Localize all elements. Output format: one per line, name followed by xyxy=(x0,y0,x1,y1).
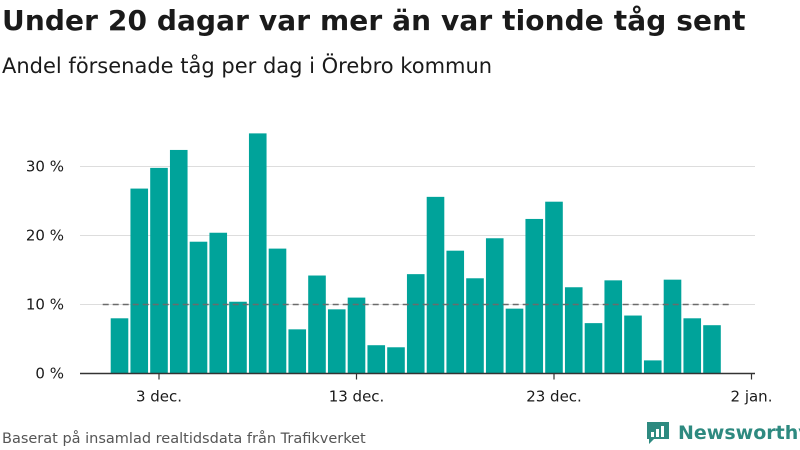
bar xyxy=(130,188,149,374)
brand-name: Newsworthy xyxy=(678,422,800,444)
bar xyxy=(584,323,603,374)
bar xyxy=(169,149,188,374)
bar-chart: 0 % 10 % 20 % 30 % 3 dec. 13 dec. 23 dec. 2 jan… xyxy=(26,133,773,406)
bar xyxy=(525,218,544,374)
bar xyxy=(604,280,623,374)
bar xyxy=(189,241,208,374)
bar xyxy=(485,238,504,374)
bar xyxy=(268,248,287,374)
bar xyxy=(327,309,346,374)
bar xyxy=(505,308,524,374)
bar xyxy=(209,232,228,374)
bar xyxy=(288,329,307,374)
bars xyxy=(110,133,721,374)
bar xyxy=(229,301,247,374)
bar xyxy=(703,325,721,374)
bar xyxy=(663,279,682,374)
brand-logo: Newsworthy xyxy=(645,420,800,446)
x-tick-label: 23 dec. xyxy=(526,388,582,406)
newsworthy-logo-icon xyxy=(647,422,669,444)
bar xyxy=(426,196,445,374)
bar xyxy=(643,360,662,374)
source-note: Baserat på insamlad realtidsdata från Tr… xyxy=(2,431,366,447)
x-tick-label: 3 dec. xyxy=(136,388,182,406)
bar xyxy=(624,315,642,374)
bar xyxy=(347,297,366,374)
chart-title: Under 20 dagar var mer än var tionde tåg… xyxy=(2,4,746,37)
y-tick-label: 10 % xyxy=(26,296,64,314)
axes: 0 % 10 % 20 % 30 % 3 dec. 13 dec. 23 dec. 2 jan… xyxy=(26,158,773,406)
x-tick-label: 13 dec. xyxy=(329,388,385,406)
bar xyxy=(564,287,583,374)
bar xyxy=(683,318,702,374)
chart-subtitle: Andel försenade tåg per dag i Örebro kom… xyxy=(2,54,493,78)
bar xyxy=(248,133,267,374)
bar xyxy=(446,250,465,374)
bar xyxy=(110,318,129,374)
bar xyxy=(545,201,563,374)
x-tick-label: 2 jan. xyxy=(731,388,773,406)
bar xyxy=(466,278,484,374)
bar xyxy=(406,274,425,374)
bar xyxy=(367,345,386,374)
y-tick-label: 30 % xyxy=(26,158,64,176)
y-tick-label: 20 % xyxy=(26,227,64,245)
bar xyxy=(150,167,168,374)
bar xyxy=(308,275,326,374)
bar xyxy=(387,347,405,374)
y-tick-label: 0 % xyxy=(35,365,64,383)
